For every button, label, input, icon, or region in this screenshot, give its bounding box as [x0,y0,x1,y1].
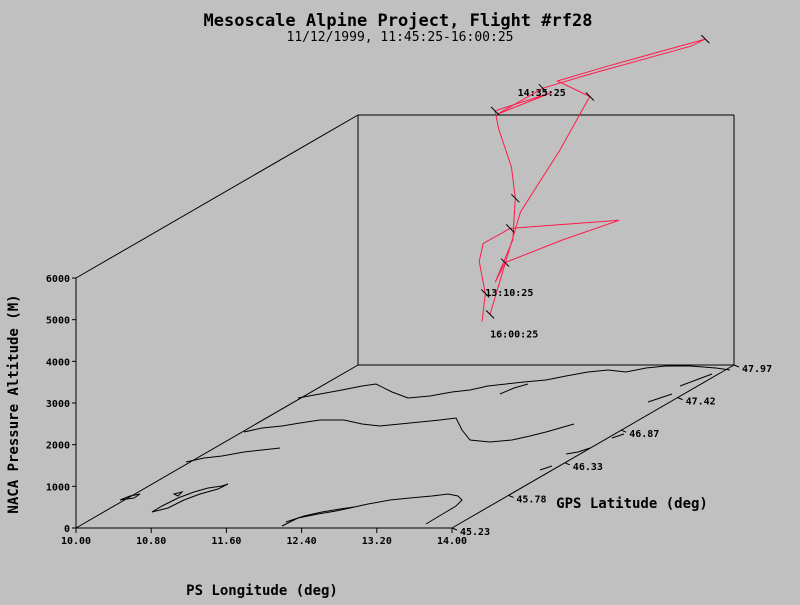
track-marker [510,193,520,203]
track-time-label: 13:10:25 [485,288,533,299]
z-tick-label: 5000 [46,316,70,327]
border-5 [539,465,553,471]
y-tick-label: 47.42 [686,397,716,408]
track-marker [500,258,510,267]
track-marker [485,310,495,319]
chart-subtitle: 11/12/1999, 11:45:25-16:00:25 [287,30,514,45]
y-tick-label: 46.33 [573,462,603,473]
track-marker [538,83,548,93]
coastline-adriatic [281,493,463,527]
z-tick-label: 0 [64,524,70,535]
x-axis-label: PS Longitude (deg) [186,583,338,599]
x-tick-label: 10.00 [61,536,91,547]
lake-2 [172,491,184,497]
flight-track: 14:35:25 13:10:25 16:00:25 [478,34,710,341]
border-1 [243,417,575,443]
border-9 [499,383,529,395]
border-7 [647,393,673,403]
track-marker [490,106,500,116]
z-tick-label: 3000 [46,399,70,410]
lake-1 [119,493,141,501]
coastline-map [119,365,731,527]
track-time-label: 16:00:25 [490,330,538,341]
y-tick-mark [508,494,514,498]
x-tick-label: 12.40 [287,536,317,547]
border-2 [297,365,731,399]
coastline-inner [285,506,355,523]
z-tick-label: 2000 [46,441,70,452]
y-tick-mark [677,397,683,401]
flight-track-line [478,38,706,322]
y-tick-mark [733,364,740,368]
border-4 [565,447,591,455]
track-time-label: 14:35:25 [518,88,566,99]
border-8 [679,373,713,387]
y-tick-label: 47.97 [742,364,772,375]
z-tick-label: 1000 [46,482,70,493]
x-tick-label: 11.60 [211,536,241,547]
box-left-top [75,114,359,279]
track-marker [585,92,595,101]
x-tick-label: 13.20 [362,536,392,547]
x-tick-label: 10.80 [136,536,166,547]
border-3 [185,447,281,463]
plot-box [75,114,735,529]
z-tick-label: 4000 [46,357,70,368]
track-marker [505,223,515,233]
chart-title: Mesoscale Alpine Project, Flight #rf28 [204,11,593,31]
y-tick-mark [451,527,458,531]
z-tick-label: 6000 [46,274,70,285]
y-tick-label: 46.87 [629,429,659,440]
z-axis-label: NACA Pressure Altitude (M) [6,294,22,513]
box-left-bottom [75,364,359,529]
x-tick-label: 14.00 [437,536,467,547]
y-tick-label: 45.78 [516,494,546,505]
coastline-main [151,483,229,513]
track-marker [700,34,710,44]
y-tick-label: 45.23 [460,527,490,538]
track-marker [480,289,490,298]
box-right-bottom [451,364,735,529]
y-tick-mark [564,462,570,466]
y-tick-mark [621,429,627,433]
y-axis-label: GPS Latitude (deg) [556,496,708,512]
border-6 [611,433,625,439]
